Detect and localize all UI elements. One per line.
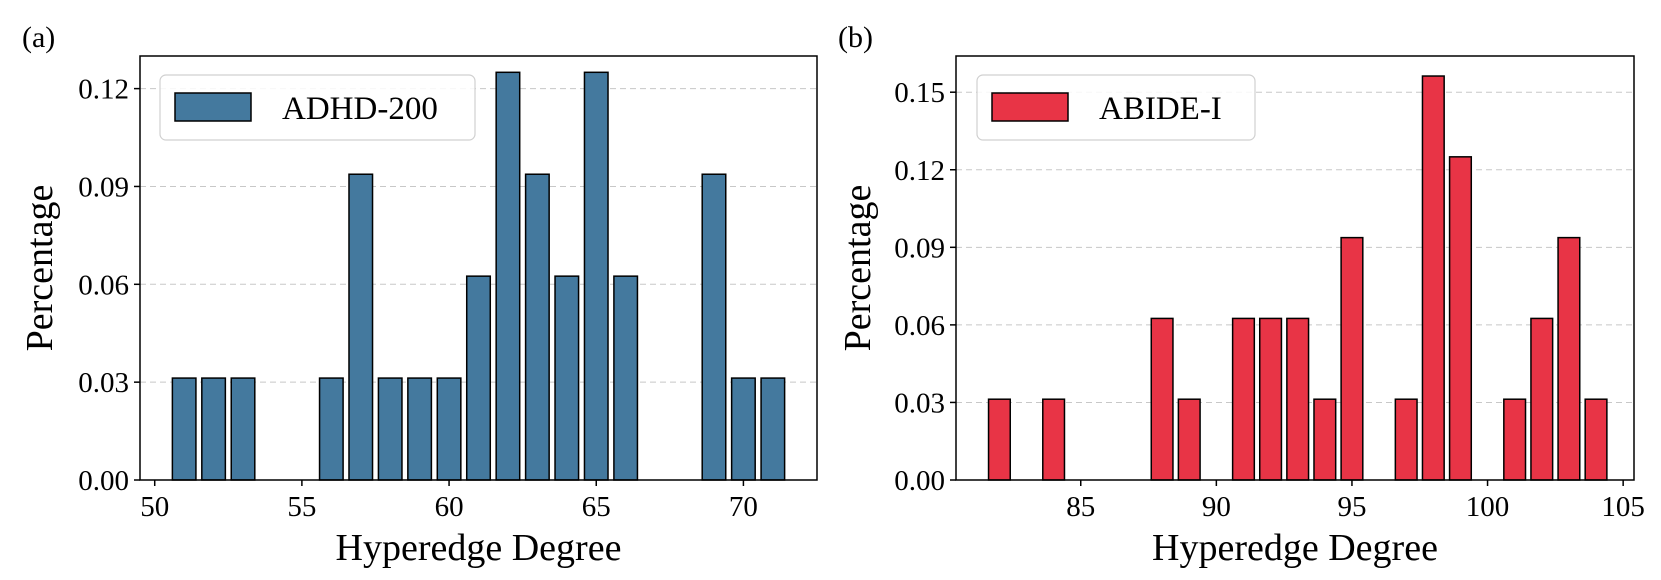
bar <box>1421 75 1445 481</box>
bar <box>407 377 433 481</box>
bar <box>1557 236 1581 481</box>
bar <box>1286 317 1310 481</box>
y-tick-label: 0.09 <box>78 171 129 203</box>
bar <box>1340 236 1364 481</box>
bar <box>1503 398 1527 481</box>
bar <box>1177 398 1201 481</box>
bar <box>1042 398 1066 481</box>
legend-label: ADHD-200 <box>282 91 438 127</box>
panel-label: (b) <box>838 21 873 54</box>
plot-frame <box>139 55 818 481</box>
bar <box>701 173 727 481</box>
y-axis-label: Percentage <box>837 185 879 352</box>
x-tick-label: 105 <box>1601 491 1645 523</box>
y-tick-label: 0.06 <box>78 269 129 301</box>
x-tick-label: 90 <box>1202 491 1231 523</box>
y-tick-label: 0.15 <box>894 77 945 109</box>
y-tick-label: 0.06 <box>894 310 945 342</box>
bar <box>1313 398 1337 481</box>
y-axis-label: Percentage <box>19 185 61 352</box>
bar <box>201 377 227 481</box>
y-tick-label: 0.09 <box>894 232 945 264</box>
legend-box <box>976 74 1256 141</box>
x-tick-label: 50 <box>140 491 169 523</box>
x-tick-label: 100 <box>1466 491 1510 523</box>
legend-label: ABIDE-I <box>1099 91 1222 127</box>
legend-swatch <box>174 92 252 122</box>
bar <box>1258 317 1283 481</box>
bar <box>318 377 344 481</box>
bar <box>554 275 580 481</box>
bar <box>1394 398 1418 481</box>
bar <box>436 377 462 481</box>
bar <box>613 275 639 481</box>
y-tick-label: 0.12 <box>894 155 945 187</box>
y-tick-label: 0.12 <box>78 74 129 106</box>
bar <box>1584 398 1608 481</box>
bar <box>1530 317 1554 481</box>
y-tick-label: 0.03 <box>78 367 129 399</box>
x-tick-label: 65 <box>582 491 611 523</box>
legend-box <box>159 74 476 141</box>
bar <box>987 398 1011 481</box>
bar <box>230 377 256 481</box>
bar <box>171 377 197 481</box>
x-tick-label: 85 <box>1066 491 1095 523</box>
bar <box>1231 317 1256 481</box>
y-tick-label: 0.00 <box>894 465 945 497</box>
panel-label: (a) <box>22 21 55 54</box>
y-tick-label: 0.00 <box>78 465 129 497</box>
plot-frame <box>955 55 1635 481</box>
x-tick-label: 60 <box>435 491 464 523</box>
y-tick-label: 0.03 <box>894 387 945 419</box>
bar <box>465 275 492 481</box>
panel-b: 85 90 95 100 105 0.00 0.03 0.06 0.09 0.12 0.15 Hype… <box>837 21 1645 569</box>
bar <box>348 173 374 481</box>
bar <box>760 377 786 481</box>
bar <box>583 71 609 481</box>
bar <box>524 173 550 481</box>
x-axis-label: Hyperedge Degree <box>1152 527 1438 569</box>
x-tick-label: 55 <box>287 491 316 523</box>
bar <box>1150 317 1174 481</box>
x-axis-label: Hyperedge Degree <box>336 527 622 569</box>
bar <box>730 377 756 481</box>
bar <box>495 71 521 481</box>
x-tick-label: 70 <box>729 491 758 523</box>
bar <box>1448 156 1473 481</box>
bar <box>377 377 403 481</box>
x-tick-label: 95 <box>1337 491 1366 523</box>
legend-swatch <box>991 92 1069 122</box>
panel-a: 50 55 60 65 70 0.00 0.03 0.06 0.09 0.12 Hyperedge … <box>19 21 818 569</box>
